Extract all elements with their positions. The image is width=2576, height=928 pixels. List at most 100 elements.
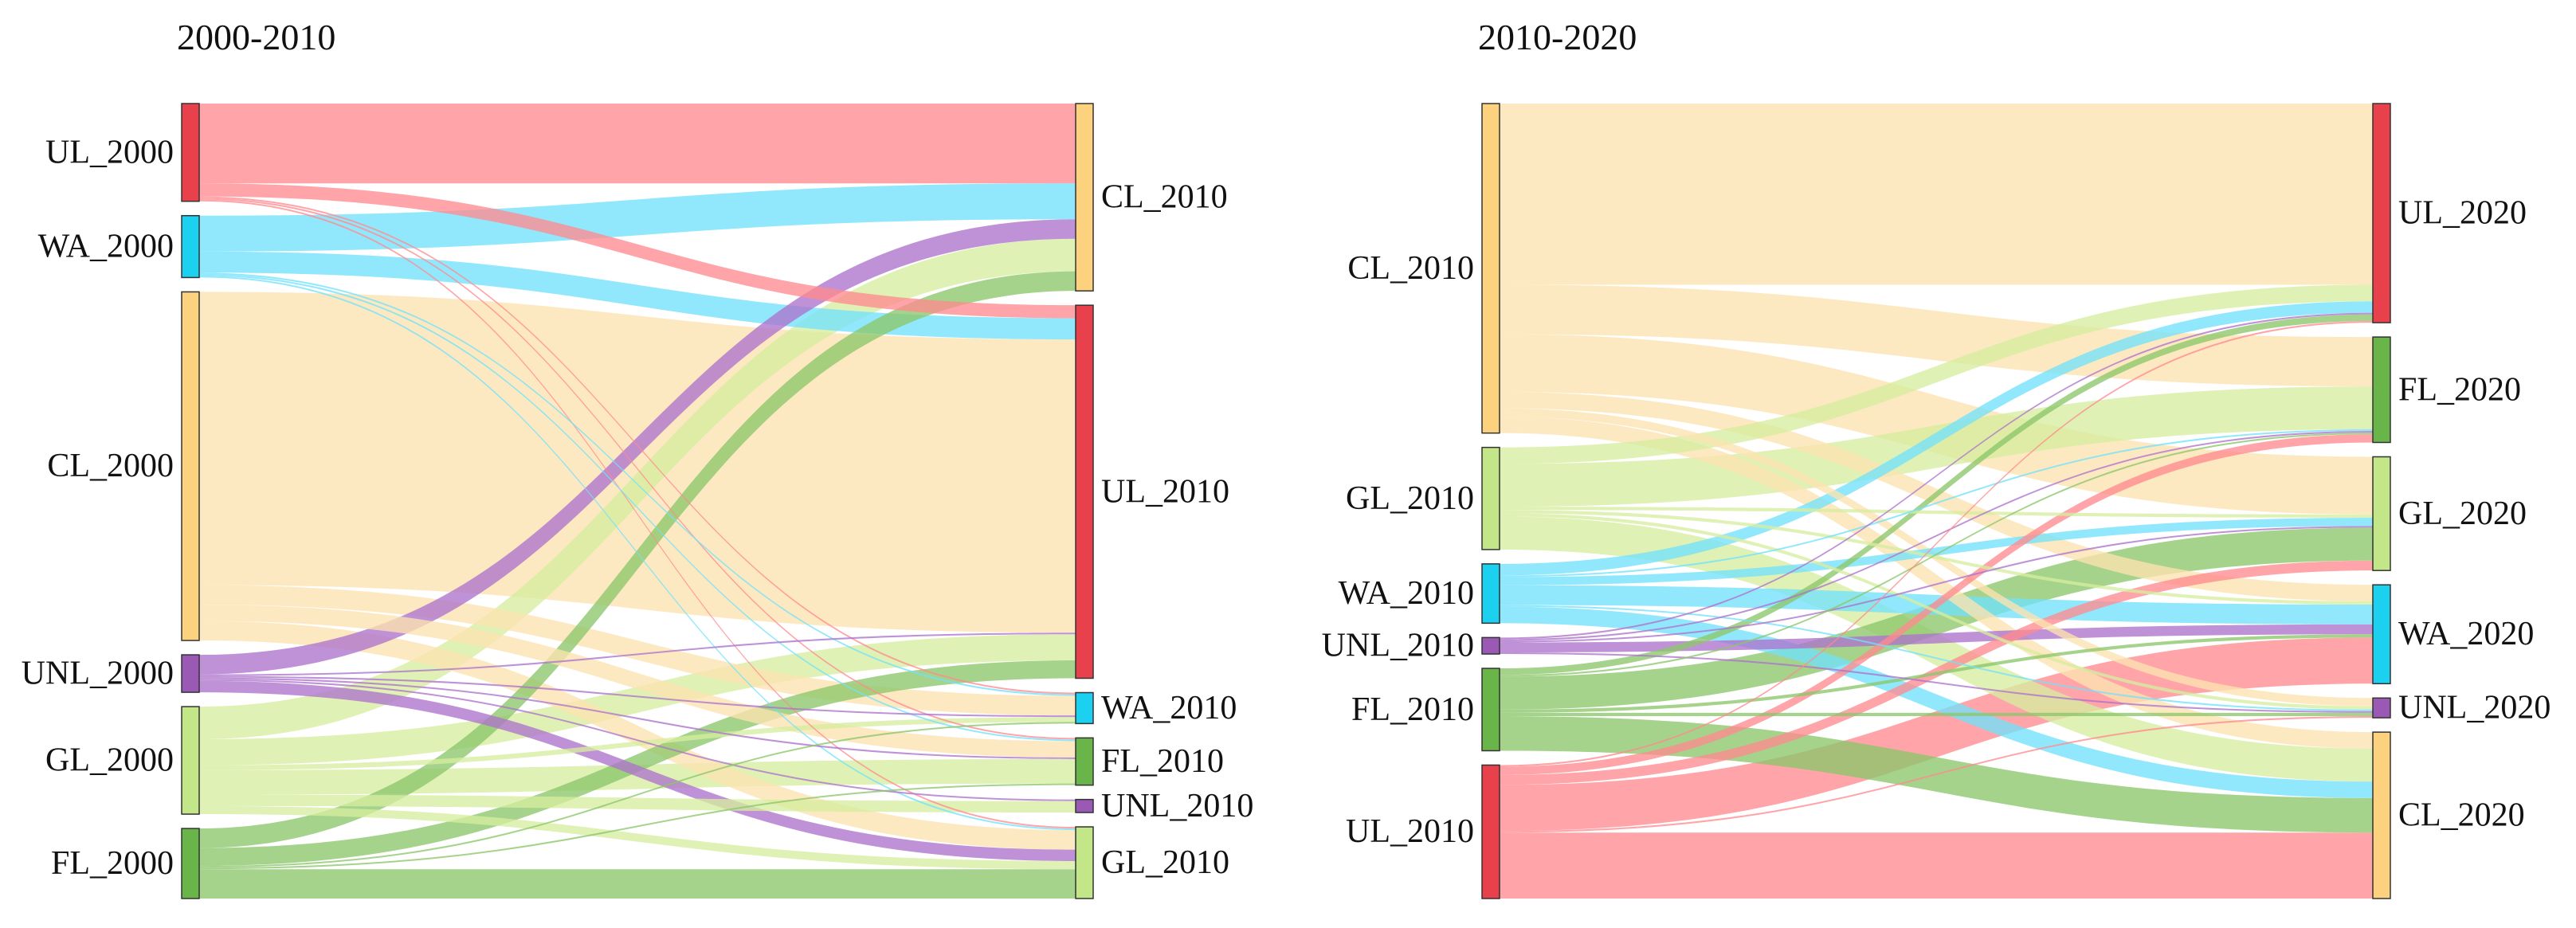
flow-link-gl-2000-to-ul-2010 — [199, 634, 1076, 766]
flow-link-ul-2010-to-fl-2020 — [1500, 434, 2373, 775]
flow-link-ul-2000-to-ul-2010 — [199, 183, 1076, 319]
node-label-ul-2010: UL_2010 — [1346, 813, 1474, 850]
node-bar-wa-2010 — [1481, 563, 1500, 625]
nodes-2000-2010: UL_2000 WA_2000 CL_2000 UNL_2000 GL_2000 FL_2… — [22, 103, 1253, 899]
flow-link-ul-2010-to-cl-2020 — [1500, 832, 2373, 899]
node-bar-ul-2020 — [2372, 103, 2391, 323]
flow-link-ul-2000-to-cl-2010 — [199, 104, 1076, 184]
flow-link-unl-2000-to-cl-2010 — [199, 219, 1076, 675]
flow-link-cl-2000-to-ul-2010 — [199, 292, 1076, 633]
node-bar-wa-2000 — [181, 214, 200, 279]
chart-title-2010-2020: 2010-2020 — [1478, 17, 1637, 57]
node-label-wa-2020: WA_2020 — [2398, 616, 2534, 652]
flow-link-cl-2000-to-wa-2010 — [199, 585, 1076, 716]
flow-link-wa-2000-to-wa-2010 — [199, 272, 1076, 696]
node-bar-fl-2000 — [181, 828, 200, 899]
flow-link-unl-2010-to-wa-2020 — [1500, 624, 2373, 652]
node-label-fl-2000: FL_2000 — [51, 845, 174, 882]
node-label-ul-2010: UL_2010 — [1101, 473, 1229, 510]
flow-link-unl-2010-to-fl-2020 — [1500, 430, 2373, 641]
flow-links-2010-2020 — [1500, 104, 2373, 899]
flow-link-unl-2000-to-gl-2010 — [199, 680, 1076, 861]
node-bar-wa-2020 — [2372, 584, 2391, 685]
flow-links-2000-2010 — [199, 104, 1076, 899]
node-label-gl-2010: GL_2010 — [1346, 480, 1474, 517]
node-bar-cl-2000 — [181, 291, 200, 641]
node-label-gl-2020: GL_2020 — [2398, 495, 2527, 532]
flow-link-wa-2010-to-fl-2020 — [1500, 429, 2373, 578]
flow-link-ul-2000-to-fl-2010 — [199, 198, 1076, 740]
chart-title-2000-2010: 2000-2010 — [177, 17, 335, 57]
node-bar-unl-2010 — [1075, 798, 1094, 813]
flow-link-gl-2000-to-cl-2010 — [199, 238, 1076, 739]
flow-link-wa-2010-to-cl-2020 — [1500, 606, 2373, 798]
flow-link-cl-2010-to-cl-2020 — [1500, 416, 2373, 749]
flow-link-unl-2010-to-unl-2020 — [1500, 652, 2373, 713]
node-label-ul-2000: UL_2000 — [45, 134, 174, 170]
flow-link-fl-2000-to-ul-2010 — [199, 660, 1076, 867]
flow-link-unl-2010-to-gl-2020 — [1500, 526, 2373, 643]
node-label-gl-2000: GL_2000 — [45, 742, 174, 779]
node-label-cl-2010: CL_2010 — [1101, 179, 1228, 216]
node-bar-gl-2020 — [2372, 456, 2391, 571]
flow-link-unl-2000-to-fl-2010 — [199, 677, 1076, 759]
flow-link-wa-2000-to-fl-2010 — [199, 274, 1076, 742]
nodes-2010-2020: CL_2010 GL_2010 WA_2010 UNL_2010 FL_2010 UL_2… — [1322, 103, 2551, 899]
node-label-cl-2010: CL_2010 — [1347, 250, 1474, 287]
node-bar-ul-2000 — [181, 103, 200, 202]
flow-link-gl-2010-to-cl-2020 — [1500, 516, 2373, 782]
node-bar-gl-2000 — [181, 706, 200, 815]
node-bar-gl-2010 — [1481, 446, 1500, 550]
sankey-panel-2010-2020: 2010-2020 CL_2010 GL_2010 WA_2010 UNL_2010 F… — [1322, 17, 2551, 899]
flow-link-cl-2010-to-gl-2020 — [1500, 334, 2373, 515]
node-label-gl-2010: GL_2010 — [1101, 844, 1229, 881]
node-label-wa-2000: WA_2000 — [38, 229, 174, 265]
node-bar-fl-2010 — [1481, 668, 1500, 752]
flow-link-cl-2000-to-fl-2010 — [199, 605, 1076, 758]
flow-link-fl-2000-to-wa-2010 — [199, 722, 1076, 868]
flow-link-gl-2010-to-wa-2020 — [1500, 510, 2373, 605]
flow-link-cl-2010-to-fl-2020 — [1500, 284, 2373, 387]
node-label-cl-2000: CL_2000 — [47, 448, 174, 484]
flow-link-cl-2010-to-ul-2020 — [1500, 104, 2373, 285]
node-label-unl-2010: UNL_2010 — [1322, 628, 1474, 664]
node-label-ul-2020: UL_2020 — [2398, 195, 2527, 232]
node-label-cl-2020: CL_2020 — [2398, 797, 2525, 834]
flow-link-gl-2010-to-gl-2020 — [1500, 507, 2373, 518]
flow-link-fl-2000-to-cl-2010 — [199, 271, 1076, 848]
flow-link-fl-2010-to-wa-2020 — [1500, 634, 2373, 713]
flow-link-ul-2000-to-gl-2010 — [199, 199, 1076, 829]
flow-link-cl-2000-to-gl-2010 — [199, 621, 1076, 850]
node-bar-wa-2010 — [1075, 691, 1094, 725]
node-bar-gl-2010 — [1075, 826, 1094, 899]
flow-link-gl-2010-to-unl-2020 — [1500, 513, 2373, 710]
flow-link-fl-2010-to-unl-2020 — [1500, 712, 2373, 717]
node-bar-cl-2010 — [1481, 103, 1500, 434]
flow-link-ul-2000-to-wa-2010 — [199, 196, 1076, 695]
node-bar-cl-2010 — [1075, 103, 1094, 292]
flow-link-wa-2000-to-cl-2010 — [199, 183, 1076, 252]
node-bar-fl-2020 — [2372, 336, 2391, 444]
node-label-unl-2000: UNL_2000 — [22, 656, 174, 692]
flow-link-fl-2010-to-fl-2020 — [1500, 433, 2373, 677]
node-label-wa-2010: WA_2010 — [1339, 575, 1474, 612]
flow-link-gl-2010-to-fl-2020 — [1500, 386, 2373, 507]
node-bar-cl-2020 — [2372, 731, 2391, 899]
node-label-unl-2010: UNL_2010 — [1101, 788, 1253, 824]
flow-link-unl-2000-to-wa-2010 — [199, 675, 1076, 718]
flow-link-gl-2000-to-wa-2010 — [199, 717, 1076, 770]
flow-link-gl-2000-to-unl-2010 — [199, 794, 1076, 813]
flow-link-wa-2010-to-unl-2020 — [1500, 605, 2373, 711]
sankey-panel-2000-2010: 2000-2010 UL_2000 WA_2000 CL_2000 UNL_2000 G… — [22, 17, 1253, 899]
node-bar-unl-2020 — [2372, 697, 2391, 719]
flow-link-fl-2010-to-ul-2020 — [1500, 314, 2373, 675]
flow-link-unl-2000-to-unl-2010 — [199, 679, 1076, 801]
flow-link-fl-2000-to-fl-2010 — [199, 783, 1076, 870]
node-bar-unl-2010 — [1481, 636, 1500, 655]
node-label-wa-2010: WA_2010 — [1101, 690, 1237, 726]
node-label-unl-2020: UNL_2020 — [2398, 690, 2551, 726]
node-bar-fl-2010 — [1075, 737, 1094, 786]
flow-link-wa-2010-to-gl-2020 — [1500, 517, 2373, 585]
